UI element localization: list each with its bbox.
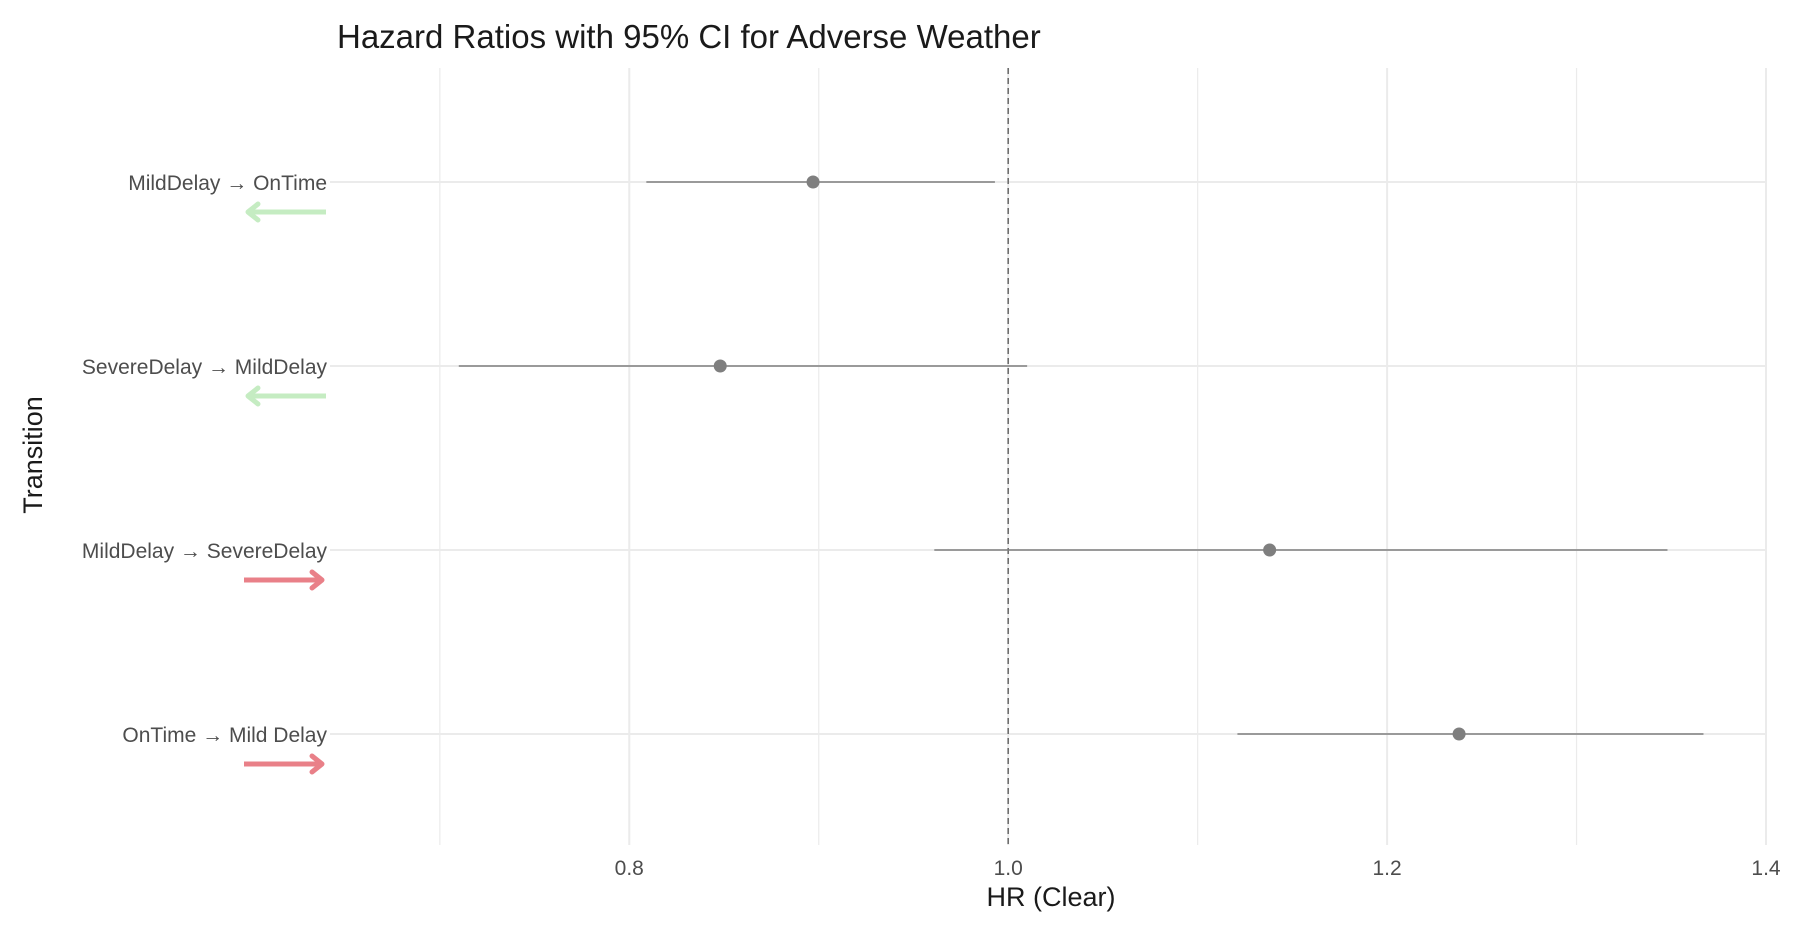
x-tick-label: 1.4 [1751, 857, 1781, 880]
arrow-right-icon [244, 569, 325, 591]
grid-layer [330, 68, 1767, 845]
hr-point [1263, 543, 1277, 557]
arrow-left-icon [245, 201, 326, 223]
x-tick-labels: 0.8 1.0 1.2 1.4 [615, 857, 1781, 880]
hr-point [1452, 727, 1466, 741]
data-layer [458, 175, 1704, 741]
y-tick-label: SevereDelay → MildDelay [82, 356, 328, 379]
x-tick-label: 0.8 [615, 857, 644, 880]
y-tick-label: MildDelay → OnTime [128, 172, 327, 195]
x-tick-label: 1.2 [1372, 857, 1401, 880]
y-tick-label: OnTime → Mild Delay [122, 724, 327, 747]
y-tick-label: MildDelay → SevereDelay [82, 540, 328, 563]
x-tick-label: 1.0 [994, 857, 1023, 880]
y-tick-labels: MildDelay → OnTime SevereDelay → MildDela… [82, 172, 328, 747]
x-axis-title: HR (Clear) [986, 882, 1115, 912]
arrow-right-icon [244, 753, 325, 775]
hr-point [713, 359, 727, 373]
arrow-left-icon [245, 385, 326, 407]
hr-point [806, 175, 820, 189]
direction-arrows [244, 201, 326, 775]
y-axis-title: Transition [18, 396, 48, 514]
chart-title: Hazard Ratios with 95% CI for Adverse We… [337, 18, 1041, 55]
